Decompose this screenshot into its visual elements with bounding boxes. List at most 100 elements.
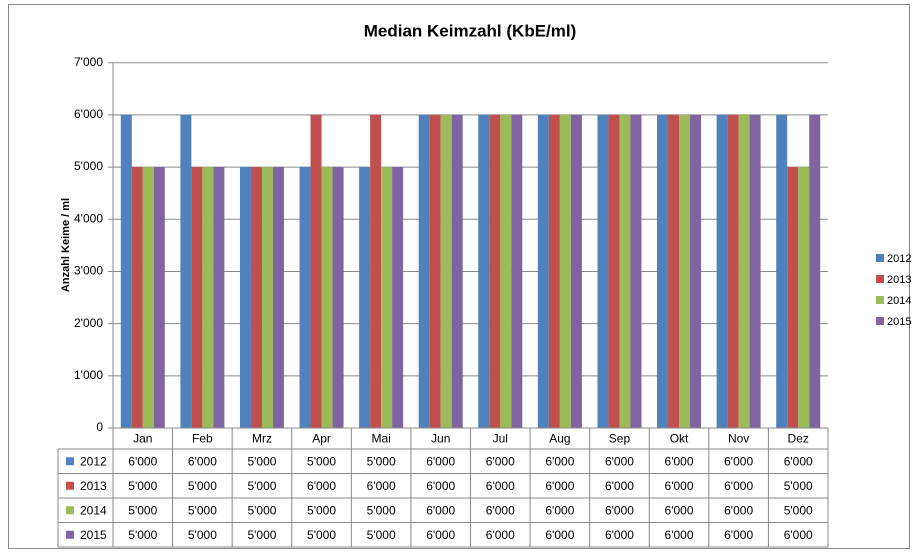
table-value: 5'000 — [367, 503, 396, 517]
table-value: 6'000 — [426, 528, 455, 542]
table-value: 6'000 — [367, 479, 396, 493]
y-tick-label: 7'000 — [74, 55, 103, 69]
table-value: 5'000 — [247, 528, 276, 542]
table-legend-key — [66, 506, 74, 515]
table-value: 6'000 — [784, 454, 813, 468]
table-legend-key — [66, 481, 74, 490]
table-value: 6'000 — [605, 503, 634, 517]
table-value: 5'000 — [128, 503, 157, 517]
bar — [418, 114, 430, 428]
bar — [332, 167, 344, 429]
table-value: 6'000 — [665, 503, 694, 517]
y-tick-label: 0 — [96, 420, 103, 434]
bar — [489, 114, 501, 428]
bar — [440, 114, 452, 428]
table-value: 6'000 — [545, 454, 574, 468]
table-value: 6'000 — [724, 454, 753, 468]
bar — [131, 167, 143, 429]
bar — [657, 114, 669, 428]
bar — [738, 114, 750, 428]
table-value: 5'000 — [784, 503, 813, 517]
chart-title: Median Keimzahl (KbE/ml) — [364, 21, 577, 40]
x-tick-label: Dez — [788, 432, 809, 446]
legend-label: 2014 — [887, 295, 911, 307]
table-value: 5'000 — [188, 528, 217, 542]
bar — [202, 167, 214, 429]
table-value: 5'000 — [307, 454, 336, 468]
bar — [180, 114, 192, 428]
table-value: 6'000 — [545, 528, 574, 542]
legend-label: 2015 — [887, 316, 911, 328]
table-value: 6'000 — [545, 479, 574, 493]
table-value: 5'000 — [307, 528, 336, 542]
bar — [679, 114, 691, 428]
table-value: 6'000 — [724, 528, 753, 542]
table-value: 6'000 — [665, 528, 694, 542]
legend-key — [876, 296, 884, 304]
legend-key — [876, 317, 884, 325]
table-value: 6'000 — [128, 454, 157, 468]
table-value: 5'000 — [128, 528, 157, 542]
bar — [716, 114, 728, 428]
bar — [451, 114, 463, 428]
table-value: 6'000 — [665, 479, 694, 493]
bar — [381, 167, 393, 429]
bar — [690, 114, 702, 428]
x-tick-label: Aug — [549, 432, 570, 446]
bar — [511, 114, 523, 428]
bar — [120, 114, 132, 428]
bar — [500, 114, 512, 428]
bar — [142, 167, 154, 429]
table-value: 5'000 — [307, 503, 336, 517]
table-value: 6'000 — [426, 454, 455, 468]
table-value: 6'000 — [486, 479, 515, 493]
bar — [370, 114, 382, 428]
bar — [570, 114, 582, 428]
legend-key — [876, 254, 884, 262]
bar — [299, 167, 311, 429]
table-value: 6'000 — [724, 503, 753, 517]
legend-key — [876, 275, 884, 283]
table-value: 6'000 — [188, 454, 217, 468]
bar — [478, 114, 490, 428]
y-tick-label: 6'000 — [74, 107, 103, 121]
y-tick-label: 4'000 — [74, 211, 103, 225]
table-value: 6'000 — [486, 454, 515, 468]
bar — [310, 114, 322, 428]
bar — [272, 167, 284, 429]
y-tick-label: 3'000 — [74, 264, 103, 278]
legend-label: 2012 — [887, 253, 911, 265]
table-value: 6'000 — [307, 479, 336, 493]
bar — [749, 114, 761, 428]
bar — [548, 114, 560, 428]
table-value: 5'000 — [247, 503, 276, 517]
table-value: 6'000 — [426, 479, 455, 493]
x-tick-label: Sep — [609, 432, 631, 446]
table-value: 6'000 — [665, 454, 694, 468]
x-tick-label: Jul — [493, 432, 508, 446]
x-tick-label: Okt — [670, 432, 689, 446]
bar — [213, 167, 225, 429]
bar — [261, 167, 273, 429]
bar — [597, 114, 609, 428]
legend-label: 2013 — [887, 274, 911, 286]
x-tick-label: Jun — [431, 432, 450, 446]
table-value: 6'000 — [605, 479, 634, 493]
table-value: 6'000 — [545, 503, 574, 517]
table-row-label: 2012 — [80, 454, 107, 468]
bar — [429, 114, 441, 428]
bar — [776, 114, 788, 428]
table-value: 6'000 — [486, 528, 515, 542]
bar — [630, 114, 642, 428]
table-legend-key — [66, 457, 74, 466]
table-value: 6'000 — [605, 528, 634, 542]
x-tick-label: Mai — [371, 432, 390, 446]
bar — [798, 167, 810, 429]
x-tick-label: Feb — [192, 432, 213, 446]
table-value: 5'000 — [367, 528, 396, 542]
bar — [153, 167, 165, 429]
bar — [608, 114, 620, 428]
table-value: 5'000 — [367, 454, 396, 468]
y-tick-label: 5'000 — [74, 159, 103, 173]
